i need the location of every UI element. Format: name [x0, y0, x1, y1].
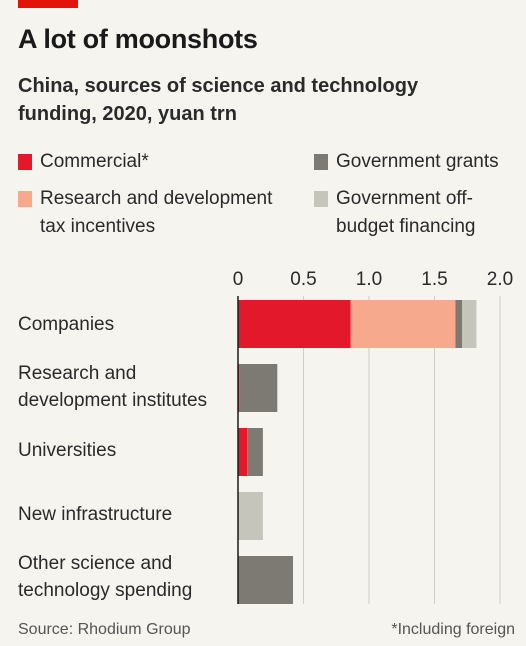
bar-segment-commercial — [238, 300, 351, 348]
bar-segment-rd-tax — [350, 300, 456, 348]
bar-segment-off-budget — [462, 300, 477, 348]
legend-swatch — [314, 154, 328, 170]
x-tick-label: 0.5 — [290, 269, 316, 290]
source-note: Source: Rhodium Group — [18, 621, 191, 638]
bar-segment-gov-grants — [455, 300, 463, 348]
category-label-new-infrastructure: New infrastructure — [18, 504, 173, 525]
legend-label: Government grants — [336, 151, 499, 172]
legend-label: Commercial* — [40, 151, 149, 172]
legend-label: Research and development tax incentives — [40, 188, 273, 237]
legend-swatch — [18, 191, 32, 207]
bar-segment-gov-grants — [238, 556, 294, 604]
bar-segment-off-budget — [238, 492, 263, 540]
chart-title: A lot of moonshots — [18, 24, 258, 54]
legend-item-off-budget-financing: Government off-budget financing — [314, 185, 519, 241]
bar-segment-commercial — [238, 428, 248, 476]
legend-item-commercial: Commercial* — [18, 148, 288, 176]
legend-label: Government off-budget financing — [336, 188, 476, 237]
footnote: *Including foreign — [391, 621, 515, 638]
chart-subtitle: China, sources of science and technology… — [18, 75, 419, 125]
x-tick-label: 1.0 — [356, 269, 382, 290]
bar-segment-gov-grants — [247, 428, 263, 476]
legend-swatch — [18, 154, 32, 170]
x-tick-label: 2.0 — [487, 269, 513, 290]
x-tick-label: 0 — [233, 269, 244, 290]
legend-item-rd-tax-incentives: Research and development tax incentives — [18, 185, 293, 241]
brand-tag — [18, 0, 78, 8]
x-tick-label: 1.5 — [421, 269, 447, 290]
category-label-other-spending: Other science and technology spending — [18, 553, 193, 601]
legend-item-government-grants: Government grants — [314, 148, 519, 176]
legend-swatch — [314, 191, 328, 207]
category-label-companies: Companies — [18, 314, 115, 335]
category-label-universities: Universities — [18, 440, 117, 461]
bar-segment-gov-grants — [239, 364, 278, 412]
category-label-rd-institutes: Research and development institutes — [18, 363, 208, 411]
